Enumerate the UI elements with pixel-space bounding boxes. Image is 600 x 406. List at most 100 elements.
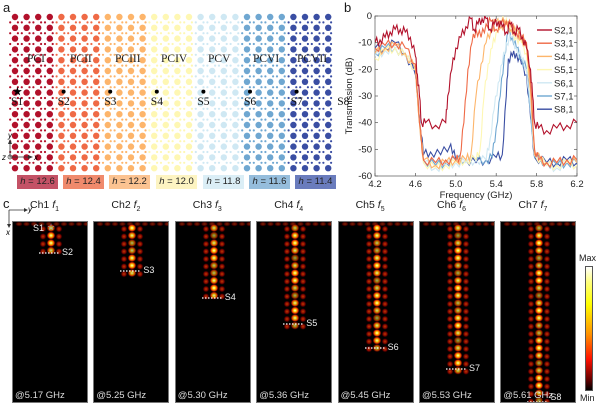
panel-letter-a: a [3, 0, 11, 15]
lattice-rod [325, 100, 332, 107]
lattice-small-rod [9, 129, 12, 132]
field-spot [156, 222, 165, 227]
lattice-small-rod [159, 107, 163, 110]
lattice-small-rod [40, 75, 43, 78]
lattice-small-rod [225, 21, 228, 24]
lattice-rod [209, 24, 216, 31]
lattice-rod [11, 57, 19, 64]
lattice-small-rod [55, 140, 58, 143]
field-spot [510, 222, 519, 227]
lattice-rod [93, 57, 100, 64]
field-spot [202, 278, 210, 285]
lattice-small-rod [90, 140, 93, 143]
lattice-small-rod [136, 107, 139, 110]
lattice-small-rod [113, 118, 116, 121]
field-spot [202, 285, 210, 293]
lattice-rod [220, 121, 227, 129]
field-spot [365, 248, 373, 255]
lattice-rod [301, 154, 309, 161]
lattice-small-rod [132, 118, 135, 121]
lattice-rod [278, 100, 285, 107]
panel-letter-c: c [3, 196, 10, 211]
lattice-rod [81, 13, 88, 21]
lattice-small-rod [322, 21, 325, 24]
panel-c-field-maps: c y x Ch1 f1 S2 S1 ☆ @5.17 GHz Ch2 f2 S3 @5.25 … [0, 196, 600, 406]
lattice-small-rod [194, 53, 197, 56]
field-spot [299, 270, 307, 278]
lattice-small-rod [148, 32, 151, 35]
lattice-rod [127, 100, 135, 107]
field-spot [527, 270, 535, 278]
lattice-rod [69, 89, 77, 96]
lattice-rod [185, 121, 193, 129]
lattice-small-rod [225, 86, 228, 89]
lattice-rod [46, 57, 53, 64]
field-spot [372, 246, 382, 255]
lattice-small-rod [74, 150, 77, 154]
field-spot [340, 222, 349, 227]
lattice-small-rod [20, 129, 23, 132]
field-spot [534, 396, 544, 402]
field-spot [381, 225, 389, 233]
field-spot [218, 270, 226, 278]
lattice-rod [139, 78, 146, 86]
lattice-rod [232, 165, 239, 172]
lattice-small-rod [16, 42, 19, 46]
lattice-small-rod [101, 21, 105, 24]
crystal-label: PCI [27, 53, 45, 65]
height-value: 11.6 [268, 176, 287, 187]
lattice-small-rod [287, 21, 290, 24]
lattice-small-rod [330, 53, 333, 56]
lattice-rod [325, 67, 332, 75]
lattice-small-rod [299, 129, 302, 132]
lattice-small-rod [225, 161, 228, 164]
lattice-small-rod [252, 86, 255, 89]
lattice-rod [81, 132, 88, 139]
lattice-small-rod [306, 107, 309, 110]
field-spot [218, 248, 226, 255]
field-spot [39, 225, 47, 233]
lattice-small-rod [171, 161, 174, 164]
channel-title: Ch2 f2 [111, 199, 140, 213]
field-spot [534, 261, 544, 270]
lattice-small-rod [43, 140, 47, 143]
lattice-small-rod [322, 75, 325, 78]
lattice-rod [151, 165, 158, 172]
field-spot [22, 222, 31, 227]
lattice-small-rod [183, 75, 186, 78]
lattice-small-rod [20, 140, 23, 143]
field-spot [127, 261, 137, 270]
field-spot [372, 268, 382, 278]
y-tick-label: -60 [358, 171, 372, 182]
field-spot [534, 231, 544, 240]
lattice-small-rod [109, 150, 112, 154]
lattice-small-rod [43, 64, 47, 67]
lattice-small-rod [183, 140, 186, 143]
lattice-rod [220, 46, 227, 53]
lattice-small-rod [63, 96, 66, 100]
lattice-small-rod [248, 140, 251, 143]
lattice-small-rod [272, 129, 275, 132]
lattice-small-rod [9, 96, 12, 100]
xy-axes-icon: y x [6, 206, 33, 236]
lattice-rod [104, 57, 112, 64]
lattice-small-rod [252, 140, 255, 143]
lattice-rod [58, 132, 65, 139]
lattice-small-rod [260, 150, 263, 154]
equals-sign: = [303, 176, 315, 187]
lattice-rod [232, 100, 239, 107]
lattice-rod [139, 89, 146, 96]
lattice-small-rod [63, 42, 66, 46]
field-spot [543, 233, 551, 240]
lattice-rod [255, 46, 262, 53]
field-spot [453, 313, 463, 323]
lattice-rod [325, 121, 332, 129]
lattice-small-rod [74, 21, 77, 24]
field-spot [299, 308, 307, 315]
lattice-rod [151, 78, 158, 86]
lattice-small-rod [98, 86, 101, 89]
lattice-rod [69, 67, 77, 75]
lattice-rod [243, 78, 251, 86]
field-spot [462, 233, 470, 240]
lattice-small-rod [113, 32, 116, 35]
